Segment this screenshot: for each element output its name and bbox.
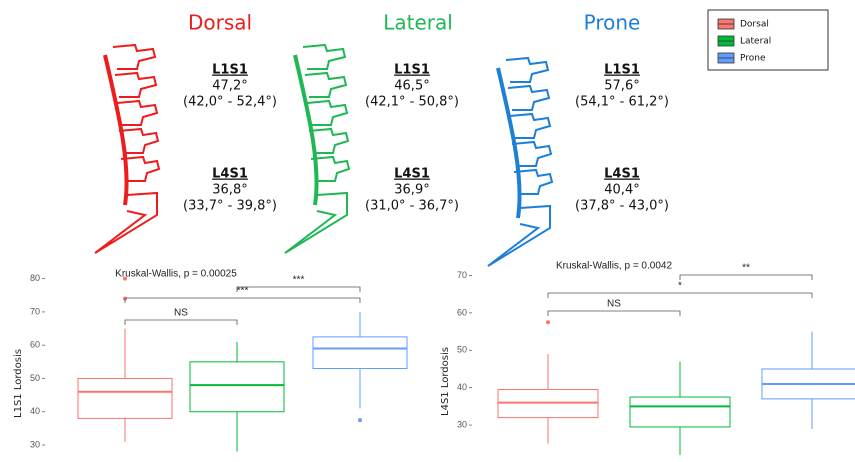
- l1-value: 57,6°: [604, 79, 639, 94]
- significance-label: *: [678, 281, 682, 292]
- outlier: [123, 277, 127, 281]
- l1-label: L1S1: [394, 63, 430, 78]
- panel-title: Dorsal: [188, 11, 252, 35]
- y-tick-label: 30: [457, 419, 467, 429]
- l4-label: L4S1: [604, 167, 640, 182]
- y-tick-label: 80: [30, 273, 40, 283]
- y-axis-label: L4S1 Lordosis: [440, 347, 451, 416]
- panel-title: Prone: [584, 11, 641, 35]
- y-tick-label: 50: [457, 345, 467, 355]
- l1-label: L1S1: [604, 63, 640, 78]
- significance-label: ***: [293, 275, 305, 286]
- legend-label: Prone: [740, 54, 766, 64]
- l4-ci: (33,7° - 39,8°): [183, 199, 277, 214]
- box: [630, 397, 730, 427]
- l4-value: 36,9°: [394, 183, 429, 198]
- l4-label: L4S1: [212, 167, 248, 182]
- y-tick-label: 70: [457, 270, 467, 280]
- y-tick-label: 60: [30, 340, 40, 350]
- l1-value: 46,5°: [394, 79, 429, 94]
- l4-ci: (37,8° - 43,0°): [575, 199, 669, 214]
- y-axis-label: L1S1 Lordosis: [13, 349, 24, 418]
- legend-label: Dorsal: [740, 20, 769, 30]
- panel-title: Lateral: [383, 11, 453, 35]
- significance-label: **: [742, 263, 750, 274]
- chart-title: Kruskal-Wallis, p = 0.0042: [556, 261, 673, 272]
- significance-label: NS: [607, 299, 621, 310]
- figure: DorsalL1S147,2°(42,0° - 52,4°)L4S136,8°(…: [0, 0, 855, 462]
- l1-ci: (42,1° - 50,8°): [365, 95, 459, 110]
- chart-title: Kruskal-Wallis, p = 0.00025: [115, 269, 237, 280]
- significance-label: NS: [174, 308, 188, 319]
- l1-ci: (42,0° - 52,4°): [183, 95, 277, 110]
- l4-ci: (31,0° - 36,7°): [365, 199, 459, 214]
- l1-value: 47,2°: [212, 79, 247, 94]
- outlier: [546, 320, 550, 324]
- y-tick-label: 50: [30, 373, 40, 383]
- y-tick-label: 60: [457, 307, 467, 317]
- box: [190, 362, 284, 412]
- box: [78, 378, 172, 418]
- l4-value: 40,4°: [604, 183, 639, 198]
- y-tick-label: 40: [30, 406, 40, 416]
- l4-label: L4S1: [394, 167, 430, 182]
- box: [313, 337, 407, 369]
- y-tick-label: 30: [30, 439, 40, 449]
- outlier: [358, 418, 362, 422]
- legend-label: Lateral: [740, 37, 771, 47]
- y-tick-label: 70: [30, 306, 40, 316]
- l1-ci: (54,1° - 61,2°): [575, 95, 669, 110]
- l4-value: 36,8°: [212, 183, 247, 198]
- l1-label: L1S1: [212, 63, 248, 78]
- y-tick-label: 40: [457, 382, 467, 392]
